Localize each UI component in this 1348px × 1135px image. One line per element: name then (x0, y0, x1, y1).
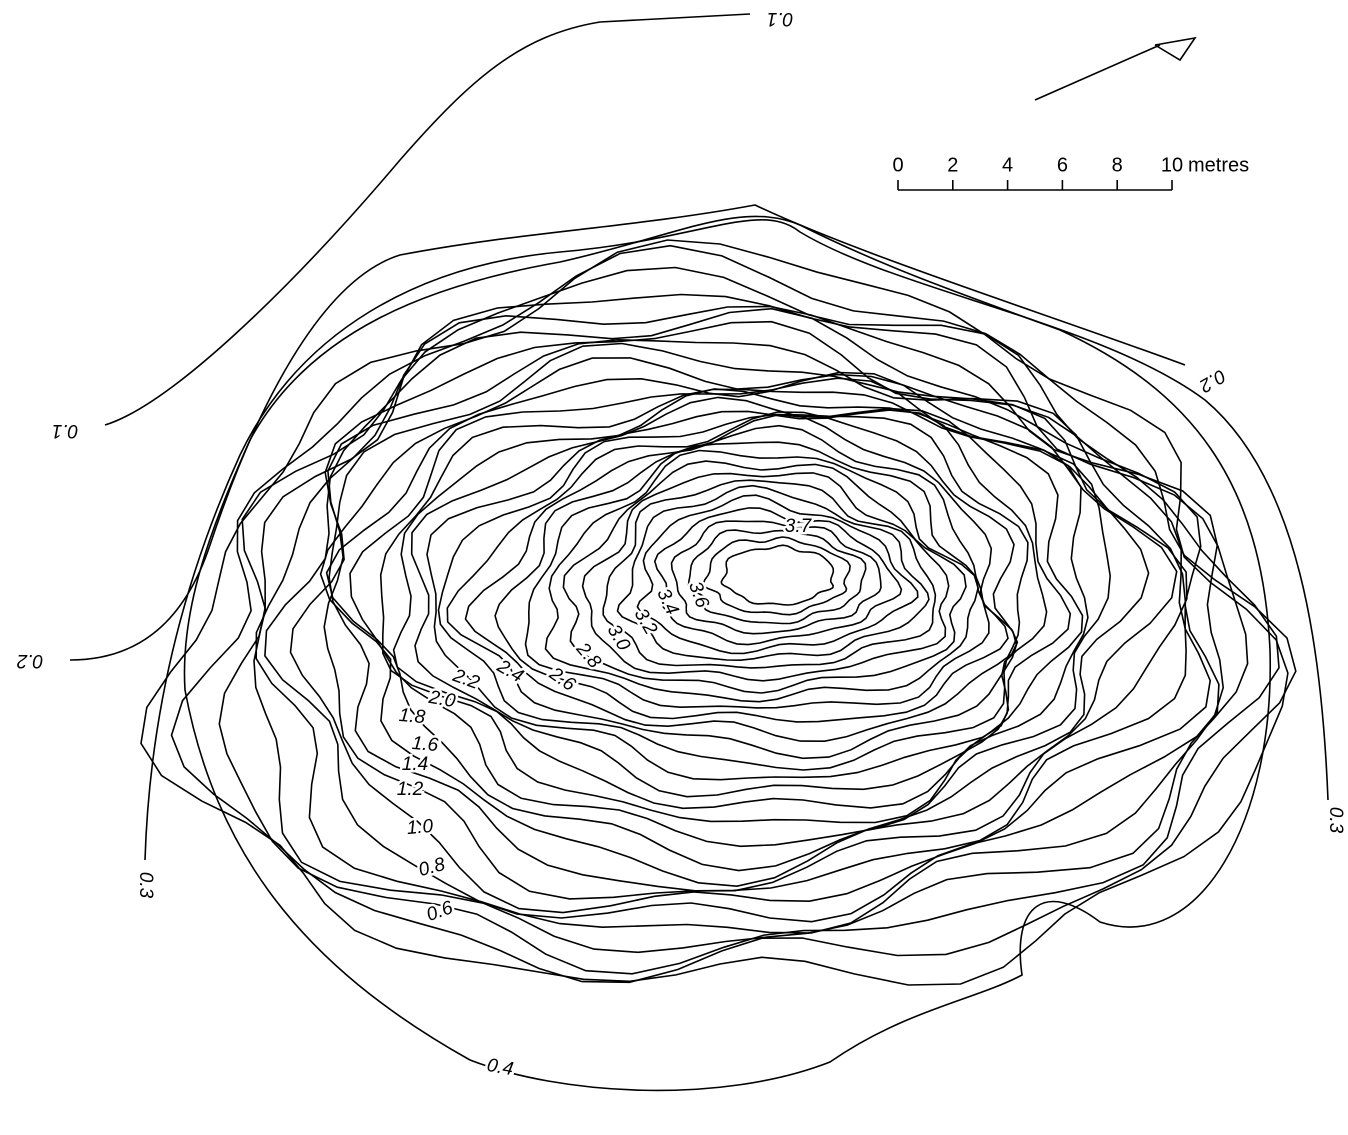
contour-label: 3.6 (684, 579, 713, 611)
contour-label: 3.0 (603, 621, 635, 655)
page: metres 0246810 0.10.10.20.20.30.30.40.60… (0, 0, 1348, 1135)
contour-label: 1.2 (397, 779, 424, 800)
contour-label: 0.3 (135, 872, 156, 899)
contour-line (350, 378, 1110, 846)
contour-label: 3.2 (630, 605, 662, 639)
contour-label: 0.4 (485, 1055, 515, 1080)
contour-line (394, 389, 1083, 808)
north-arrow (1035, 38, 1195, 100)
scale-tick-label: 0 (892, 154, 903, 176)
contour-map: metres 0246810 0.10.10.20.20.30.30.40.60… (0, 0, 1348, 1135)
contour-line (563, 461, 966, 693)
scale-tick-label: 4 (1002, 154, 1013, 176)
north-arrow-shaft (1035, 45, 1160, 100)
contour-label: 0.2 (16, 650, 43, 671)
scale-unit: metres (1188, 154, 1249, 176)
inner-contours (141, 240, 1296, 985)
contour-label: 0.1 (52, 420, 78, 441)
scale-tick-label: 2 (947, 154, 958, 176)
contour-label: 0.1 (767, 8, 793, 29)
contour-label: 3.7 (785, 516, 813, 537)
contour-label: 0.6 (424, 897, 456, 926)
contour-label: 2.0 (426, 687, 457, 713)
scale-bar: metres 0 2 4 6 8 10 (892, 154, 1249, 190)
contour-labels: 0.1 0.1 0.2 0.2 0.3 0.3 0.4 0.6 0.8 1.0 1.2 1.41.6 1… (16, 8, 1346, 1080)
contour-label: 2.2 (449, 665, 482, 694)
contour-label: 0.3 (1325, 807, 1346, 834)
contour-line (412, 397, 1071, 796)
north-arrow-head (1155, 38, 1195, 60)
contour-label: 2.8 (571, 638, 605, 673)
contour-line (721, 545, 833, 605)
scale-tick-label: 6 (1057, 154, 1068, 176)
contour-label: 1.8 (398, 705, 427, 728)
contour-line (655, 508, 902, 645)
contour-line (329, 344, 1187, 891)
contour-label: 0.8 (416, 854, 447, 881)
contour-label: 1.6 (411, 733, 440, 756)
contour-label: 1.0 (406, 816, 435, 839)
contour-label: 0.2 (1195, 365, 1229, 397)
outer-contours (70, 14, 1328, 1090)
contour-line (689, 530, 866, 623)
scale-tick-label: 8 (1112, 154, 1123, 176)
scale-tick-label: 10 (1161, 154, 1183, 176)
contour-label: 1.4 (402, 754, 428, 775)
contour-line (466, 415, 1018, 742)
